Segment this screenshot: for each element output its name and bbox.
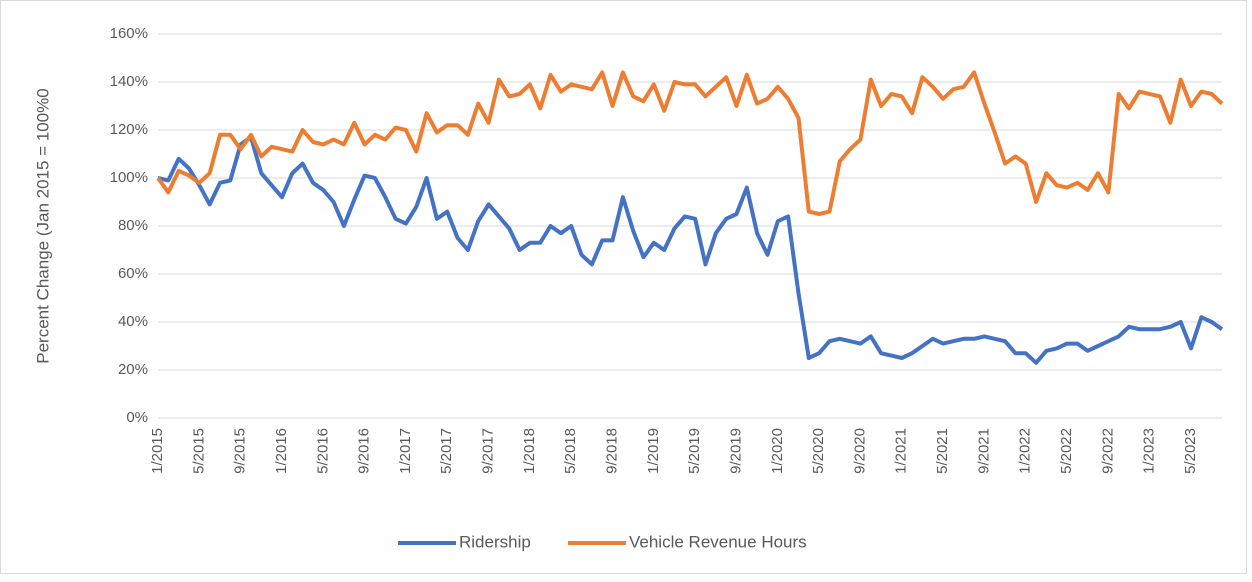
- x-tick-label: 1/2015: [149, 428, 166, 474]
- x-tick-label: 1/2019: [645, 428, 662, 474]
- x-tick-label: 9/2019: [727, 428, 744, 474]
- x-tick-label: 9/2017: [480, 428, 497, 474]
- legend-label: Vehicle Revenue Hours: [629, 532, 807, 551]
- y-tick-label: 0%: [126, 409, 148, 426]
- x-tick-label: 9/2015: [232, 428, 249, 474]
- y-tick-label: 80%: [118, 217, 148, 234]
- y-tick-label: 140%: [110, 73, 148, 90]
- x-tick-label: 9/2018: [603, 428, 620, 474]
- x-tick-label: 1/2016: [273, 428, 290, 474]
- line-series: [157, 135, 1224, 365]
- y-tick-label: 120%: [110, 121, 148, 138]
- x-tick-label: 5/2023: [1182, 428, 1199, 474]
- y-axis-label: Percent Change (Jan 2015 = 100%0: [33, 88, 52, 364]
- x-tick-label: 1/2023: [1141, 428, 1158, 474]
- x-tick-label: 5/2022: [1058, 428, 1075, 474]
- y-tick-label: 60%: [118, 265, 148, 282]
- x-tick-label: 5/2021: [934, 428, 951, 474]
- x-tick-label: 9/2020: [851, 428, 868, 474]
- legend-label: Ridership: [459, 532, 531, 551]
- y-tick-label: 160%: [110, 25, 148, 42]
- x-tick-label: 5/2020: [810, 428, 827, 474]
- x-tick-label: 5/2015: [190, 428, 207, 474]
- x-tick-label: 9/2016: [356, 428, 373, 474]
- x-tick-label: 5/2016: [314, 428, 331, 474]
- x-tick-label: 9/2021: [975, 428, 992, 474]
- y-tick-label: 40%: [118, 313, 148, 330]
- y-tick-label: 20%: [118, 361, 148, 378]
- x-tick-label: 1/2020: [769, 428, 786, 474]
- x-tick-label: 1/2022: [1017, 428, 1034, 474]
- x-tick-label: 9/2022: [1099, 428, 1116, 474]
- x-tick-label: 1/2018: [521, 428, 538, 474]
- x-tick-label: 1/2017: [397, 428, 414, 474]
- line-series: [156, 70, 1224, 216]
- x-tick-label: 5/2017: [438, 428, 455, 474]
- x-tick-label: 5/2019: [686, 428, 703, 474]
- x-tick-label: 1/2021: [893, 428, 910, 474]
- x-tick-label: 5/2018: [562, 428, 579, 474]
- y-tick-label: 100%: [110, 169, 148, 186]
